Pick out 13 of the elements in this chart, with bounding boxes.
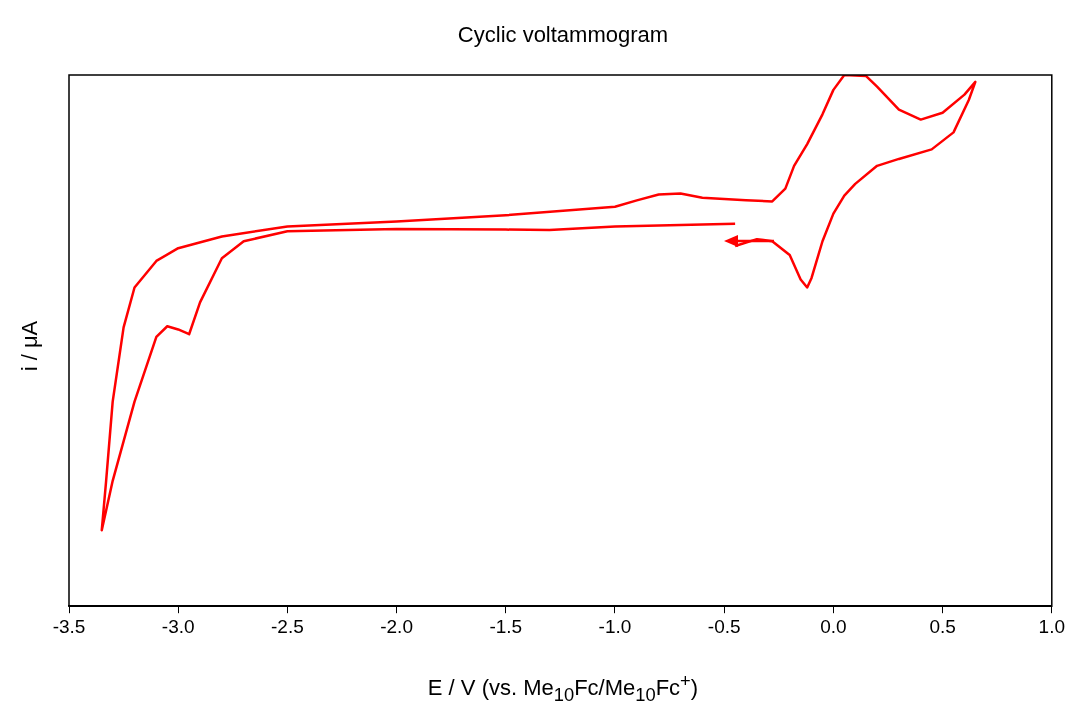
- x-tick-label: -2.5: [271, 615, 304, 637]
- x-tick-label: 0.0: [820, 615, 847, 637]
- y-axis-title: i / μA: [17, 320, 43, 372]
- x-tick-label: -3.5: [52, 615, 86, 637]
- chart-title: Cyclic voltammogram: [456, 22, 670, 48]
- x-tick-label: 1.0: [1038, 615, 1065, 637]
- x-tick-label: 0.5: [929, 615, 956, 637]
- x-tick-label: -0.5: [707, 615, 741, 637]
- x-tick-label: -1.5: [489, 615, 523, 637]
- x-tick-label: -2.0: [380, 615, 413, 637]
- x-tick-label: -1.0: [598, 615, 632, 637]
- x-tick-label: -3.0: [161, 615, 195, 637]
- x-axis-title: E / V (vs. Me$_{10}$Fc/Me$_{10}$Fc$^{+}$): [426, 669, 700, 707]
